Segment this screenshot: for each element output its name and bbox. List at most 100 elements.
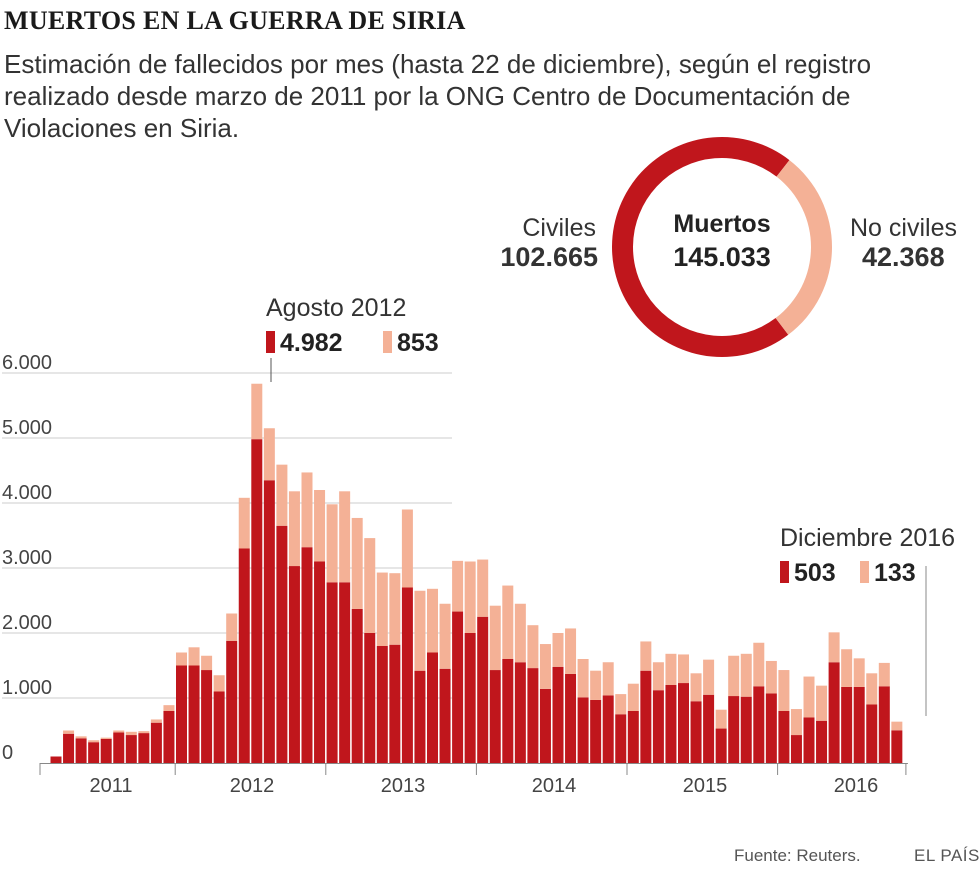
bar-civiles xyxy=(577,697,589,763)
bar-no-civiles xyxy=(590,670,602,700)
bar-no-civiles xyxy=(251,383,263,440)
donut-chart xyxy=(611,137,832,357)
bar-civiles xyxy=(326,582,338,763)
bar-no-civiles xyxy=(866,673,878,705)
bar-civiles xyxy=(88,742,100,763)
bar-civiles xyxy=(263,480,275,763)
bar-no-civiles xyxy=(552,633,564,667)
bar-no-civiles xyxy=(878,662,890,687)
bar-no-civiles xyxy=(364,538,376,633)
bar-no-civiles xyxy=(565,628,577,674)
bar-no-civiles xyxy=(263,428,275,481)
donut-slice-no-civiles xyxy=(775,160,832,335)
bar-civiles xyxy=(866,704,878,763)
bar-no-civiles xyxy=(615,694,627,715)
bar-civiles xyxy=(63,733,75,763)
x-tick-label: 2012 xyxy=(230,775,275,797)
bar-civiles xyxy=(665,685,677,763)
bar-no-civiles xyxy=(201,655,213,671)
bar-no-civiles xyxy=(715,709,727,729)
bar-no-civiles xyxy=(853,658,865,687)
bar-civiles xyxy=(226,640,238,763)
bar-no-civiles xyxy=(125,731,137,736)
bar-no-civiles xyxy=(477,559,489,617)
bar-no-civiles xyxy=(703,659,715,695)
bar-no-civiles xyxy=(414,590,426,671)
bar-no-civiles xyxy=(640,641,652,671)
bar-civiles xyxy=(201,670,213,763)
bar-civiles xyxy=(163,711,175,763)
bar-no-civiles xyxy=(226,613,238,641)
y-tick-label: 4.000 xyxy=(2,482,52,504)
bar-civiles xyxy=(753,686,765,763)
bar-no-civiles xyxy=(188,647,200,666)
bar-civiles xyxy=(765,693,777,763)
peak-civiles-swatch xyxy=(266,331,275,353)
x-tick-label: 2011 xyxy=(89,775,132,797)
bar-civiles xyxy=(351,608,363,763)
bar-no-civiles xyxy=(740,653,752,697)
last-no-civiles-swatch xyxy=(860,561,869,583)
bar-no-civiles xyxy=(427,588,438,653)
bar-no-civiles xyxy=(314,490,326,562)
donut-civiles-label: Civiles xyxy=(522,214,596,242)
bar-no-civiles xyxy=(841,649,853,687)
bar-civiles xyxy=(853,686,865,763)
bar-civiles xyxy=(690,701,702,763)
bar-no-civiles xyxy=(238,497,250,549)
bar-no-civiles xyxy=(176,652,187,666)
x-tick-label: 2016 xyxy=(834,775,879,797)
bar-no-civiles xyxy=(539,644,551,689)
y-tick-label: 5.000 xyxy=(2,417,52,439)
x-tick-label: 2013 xyxy=(381,775,426,797)
x-tick-label: 2014 xyxy=(532,775,577,797)
bar-civiles xyxy=(452,611,464,763)
bar-no-civiles xyxy=(602,662,614,696)
bar-civiles xyxy=(276,525,288,763)
bar-civiles xyxy=(439,668,451,763)
bar-civiles xyxy=(502,659,514,763)
last-no-civiles-value: 133 xyxy=(874,559,916,587)
bar-civiles xyxy=(288,566,300,763)
x-axis: 2011 2012 2013 2014 2015 2016 xyxy=(39,763,908,797)
bar-no-civiles xyxy=(527,625,539,669)
bar-no-civiles xyxy=(665,653,677,685)
bar-no-civiles xyxy=(163,705,175,711)
y-tick-label: 0 xyxy=(2,742,13,764)
bar-no-civiles xyxy=(88,740,100,743)
bar-no-civiles xyxy=(627,683,639,711)
bar-no-civiles xyxy=(816,685,828,721)
peak-no-civiles-value: 853 xyxy=(397,329,439,357)
chart-title: MUERTOS EN LA GUERRA DE SIRIA xyxy=(4,6,466,35)
bar-civiles xyxy=(552,666,564,763)
bar-no-civiles xyxy=(652,662,664,691)
last-civiles-value: 503 xyxy=(794,559,836,587)
bar-civiles xyxy=(125,735,137,763)
bar-civiles xyxy=(891,730,903,763)
bar-no-civiles xyxy=(100,737,112,739)
last-annotation-label: Diciembre 2016 xyxy=(780,524,955,552)
bar-civiles xyxy=(414,670,426,763)
bar-civiles xyxy=(514,662,526,763)
bar-civiles xyxy=(489,670,501,763)
bar-no-civiles xyxy=(113,730,125,733)
donut-center-value: 145.033 xyxy=(673,242,771,272)
bar-civiles xyxy=(176,665,187,763)
bar-no-civiles xyxy=(753,642,765,687)
bar-civiles xyxy=(301,547,313,763)
bar-civiles xyxy=(339,582,351,763)
bar-civiles xyxy=(100,738,112,763)
bar-no-civiles xyxy=(339,491,351,583)
y-tick-label: 2.000 xyxy=(2,612,52,634)
bar-no-civiles xyxy=(376,572,388,646)
bar-no-civiles xyxy=(150,719,162,723)
bar-civiles xyxy=(803,717,815,763)
donut-slice-civiles xyxy=(611,137,790,357)
bar-no-civiles xyxy=(389,573,401,645)
bar-no-civiles xyxy=(678,654,689,684)
peak-no-civiles-swatch xyxy=(383,331,392,353)
bar-civiles xyxy=(527,668,539,763)
donut-no-civiles-label: No civiles xyxy=(850,214,957,242)
bar-civiles xyxy=(715,728,727,763)
